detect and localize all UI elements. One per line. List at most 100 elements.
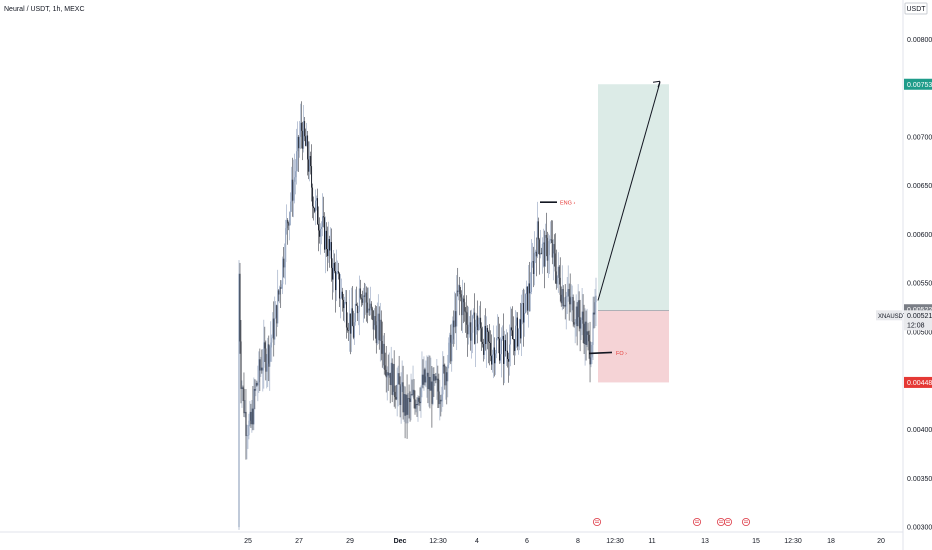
- candle-body: [338, 273, 340, 299]
- candle-body: [484, 325, 486, 355]
- us-flag-event-icon[interactable]: [723, 517, 733, 527]
- candle-body: [366, 302, 368, 313]
- eng-marker-label: ENG ›: [560, 201, 575, 207]
- candle-body: [365, 292, 367, 303]
- candle-body: [336, 271, 338, 273]
- candle-body: [384, 365, 386, 370]
- candle-body: [442, 364, 444, 395]
- candle-body: [527, 283, 529, 311]
- candle-body: [427, 372, 429, 390]
- us-flag-event-icon[interactable]: [692, 517, 702, 527]
- candle-body: [445, 372, 447, 386]
- stop-zone[interactable]: [598, 310, 669, 383]
- time-axis[interactable]: 25 27 29 Dec 12:30 4 6 8 12:30 11 13 15 12:30 18 20: [0, 531, 903, 545]
- candle-body: [594, 302, 596, 315]
- candle-body: [447, 364, 449, 382]
- candle-body: [300, 122, 302, 137]
- candle-body: [562, 289, 564, 307]
- x-tick-label: 12:30: [784, 538, 802, 545]
- candle-body: [463, 298, 465, 303]
- candle-body: [448, 342, 450, 365]
- candle-body: [496, 338, 498, 354]
- candle-body: [407, 398, 409, 415]
- candle-body: [310, 156, 312, 167]
- candle-body: [493, 347, 495, 355]
- price-badges: 0.0075390.0044830.005228XNAUSDT0.0052191…: [876, 78, 932, 388]
- us-flag-event-icon[interactable]: [741, 517, 751, 527]
- candle-body: [522, 303, 524, 323]
- candle-body: [410, 394, 412, 402]
- candle-body: [433, 374, 435, 381]
- candle-body: [252, 408, 254, 425]
- candle-body: [456, 290, 458, 327]
- x-tick-label: 4: [475, 538, 479, 545]
- annotations[interactable]: ENG › FO ›: [540, 201, 627, 357]
- candle-body: [564, 304, 566, 307]
- candle-body: [324, 217, 325, 250]
- candle-body: [331, 242, 332, 268]
- candle-body: [524, 294, 526, 313]
- candle-body: [296, 151, 298, 172]
- candle-body: [593, 312, 595, 315]
- candle-body: [371, 308, 373, 311]
- candle-body: [414, 399, 416, 409]
- us-flag-event-icon[interactable]: [592, 517, 602, 527]
- candle-body: [552, 244, 554, 258]
- candle-body: [571, 297, 573, 298]
- candle-body: [337, 271, 339, 274]
- candle-body: [483, 344, 485, 355]
- candle-body: [248, 420, 250, 436]
- candle-body: [446, 372, 448, 382]
- candle-body: [540, 252, 542, 255]
- candle-body: [378, 313, 380, 341]
- candle-body: [370, 303, 372, 309]
- candle-body: [510, 327, 511, 345]
- candle-body: [530, 262, 532, 292]
- candle-body: [511, 327, 512, 331]
- candle-body: [354, 303, 356, 323]
- us-flag-event-icon[interactable]: [716, 517, 726, 527]
- candle-body: [270, 342, 272, 348]
- currency-selector[interactable]: [904, 2, 928, 15]
- candle-body: [395, 397, 397, 400]
- candle-body: [548, 241, 550, 256]
- candle-body: [417, 397, 419, 406]
- candle-body: [326, 230, 327, 250]
- candle-body: [314, 208, 316, 212]
- fo-marker-line[interactable]: [588, 351, 613, 355]
- long-position-tool[interactable]: [597, 80, 669, 383]
- candle-body: [374, 315, 376, 326]
- economic-events[interactable]: [592, 517, 751, 527]
- candle-body: [486, 327, 488, 345]
- candle-body: [437, 378, 439, 392]
- candle-body: [404, 394, 406, 416]
- candle-body: [578, 300, 580, 318]
- symbol-title[interactable]: Neural / USDT, 1h, MEXC: [4, 6, 85, 13]
- candle-body: [283, 258, 285, 268]
- candle-body: [536, 221, 538, 257]
- candle-body: [519, 319, 521, 339]
- candle-body: [381, 341, 383, 354]
- candle-body: [315, 200, 317, 212]
- candle-body: [268, 344, 270, 367]
- x-tick-label: 25: [244, 538, 252, 545]
- candle-body: [323, 216, 324, 218]
- candle-body: [531, 261, 533, 263]
- candle-body: [481, 328, 483, 342]
- candle-body: [320, 228, 321, 237]
- candle-body: [529, 291, 531, 294]
- candle-body: [585, 321, 587, 345]
- candle-body: [352, 325, 354, 338]
- candle-body: [244, 411, 246, 414]
- projection-arrow-line[interactable]: [597, 82, 661, 301]
- current-price-time: 12:08: [907, 322, 925, 329]
- candle-body: [587, 331, 589, 335]
- candle-body: [241, 387, 243, 389]
- candle-body: [492, 354, 494, 365]
- target-zone[interactable]: [598, 84, 669, 311]
